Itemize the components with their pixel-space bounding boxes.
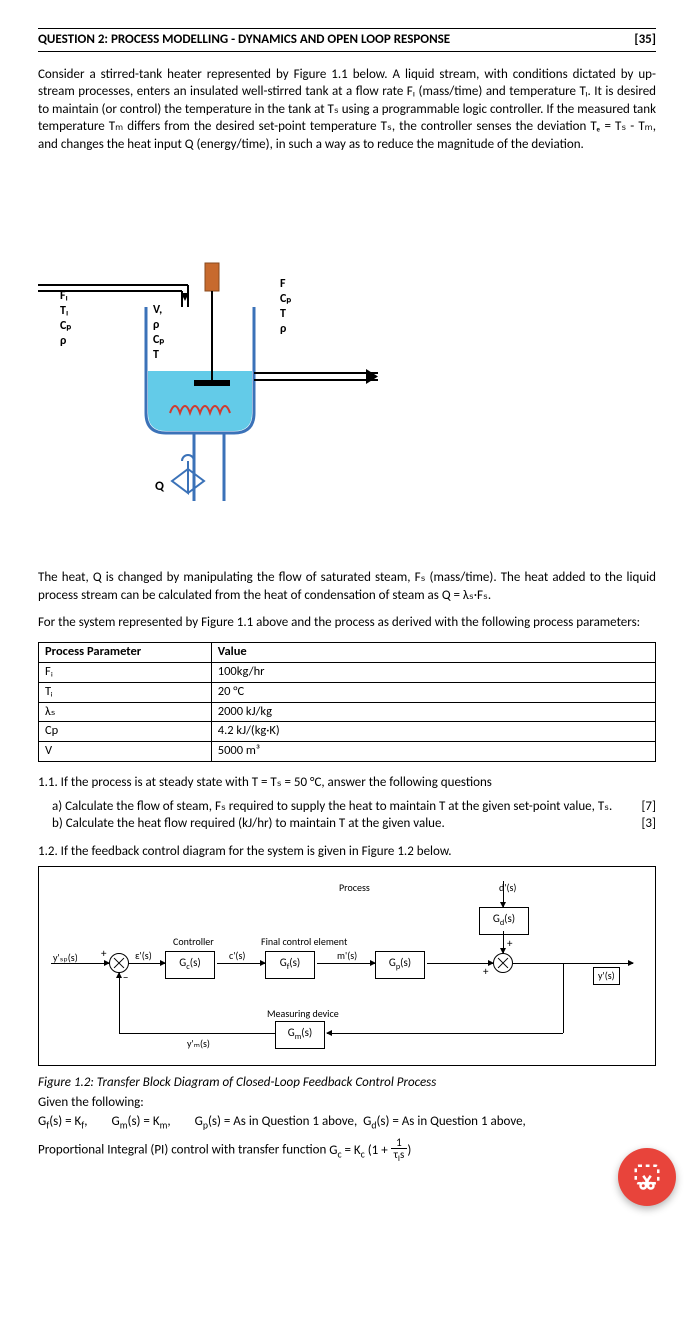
question-marks: [35] bbox=[634, 31, 656, 49]
table-row: Tᵢ20 °C bbox=[39, 682, 656, 702]
bd-plus1: + bbox=[101, 947, 106, 962]
bd-ys: y'(s) bbox=[593, 967, 620, 985]
q11-intro: 1.1. If the process is at steady state w… bbox=[38, 774, 656, 792]
given-label: Given the following: bbox=[38, 1094, 656, 1112]
tf-gf: Gf(s) = Kf, bbox=[38, 1113, 88, 1133]
bd-line bbox=[427, 963, 493, 964]
bd-line bbox=[119, 973, 120, 1033]
heat-paragraph: The heat, Q is changed by manipulating t… bbox=[38, 569, 656, 604]
bd-gc-box: Gc(s) bbox=[165, 951, 215, 978]
question-title: QUESTION 2: PROCESS MODELLING - DYNAMICS… bbox=[38, 31, 450, 49]
param-table: Process Parameter Value Fᵢ100kg/hr Tᵢ20 … bbox=[38, 642, 656, 762]
bd-sum2 bbox=[493, 953, 513, 973]
bd-line bbox=[217, 963, 265, 964]
table-row: Cp4.2 kJ/(kg·K) bbox=[39, 722, 656, 742]
bd-line bbox=[129, 963, 165, 964]
bd-ysp: y'ₛₚ(s) bbox=[53, 951, 78, 965]
pi-prefix: Proportional Integral (PI) control with … bbox=[38, 1143, 329, 1158]
th-value: Value bbox=[211, 642, 655, 662]
table-row: V5000 m³ bbox=[39, 742, 656, 762]
block-diagram: Process d'(s) Controller Final control e… bbox=[38, 866, 656, 1066]
bd-cs: c'(s) bbox=[229, 949, 245, 963]
table-row: λₛ2000 kJ/kg bbox=[39, 702, 656, 722]
th-parameter: Process Parameter bbox=[39, 642, 212, 662]
bd-process-label: Process bbox=[339, 881, 370, 895]
bd-eps: ε'(s) bbox=[135, 949, 152, 963]
bd-line bbox=[317, 963, 375, 964]
bd-ds-label: d'(s) bbox=[499, 881, 516, 895]
bd-final-elem-label: Final control element bbox=[261, 935, 347, 949]
bd-line bbox=[513, 963, 633, 964]
bd-sum1 bbox=[109, 953, 129, 973]
bd-ym: y'ₘ(s) bbox=[187, 1037, 210, 1051]
snip-fab-button[interactable] bbox=[618, 1148, 676, 1206]
bd-gm-box: Gm(s) bbox=[275, 1021, 325, 1048]
question-header: QUESTION 2: PROCESS MODELLING - DYNAMICS… bbox=[38, 28, 656, 52]
bd-line bbox=[563, 963, 564, 1033]
process-paragraph: For the system represented by Figure 1.1… bbox=[38, 614, 656, 632]
tf-gp: Gp(s) = As in Question 1 above, Gd(s) = … bbox=[195, 1113, 526, 1133]
scissors-icon bbox=[632, 1162, 662, 1192]
q11a-marks: [7] bbox=[626, 798, 656, 816]
q12-intro: 1.2. If the feedback control diagram for… bbox=[38, 843, 656, 861]
pi-line: Proportional Integral (PI) control with … bbox=[38, 1137, 656, 1164]
tank-svg bbox=[38, 253, 398, 513]
table-row: Fᵢ100kg/hr bbox=[39, 662, 656, 682]
q11b-text: b) Calculate the heat flow required (kJ/… bbox=[52, 815, 626, 833]
intro-paragraph: Consider a stirred-tank heater represent… bbox=[38, 66, 656, 154]
bd-minus1: − bbox=[123, 971, 128, 986]
bd-plus2: + bbox=[507, 937, 512, 952]
bd-plus3: + bbox=[483, 965, 488, 980]
bd-line bbox=[503, 881, 504, 907]
figure-caption: Figure 1.2: Transfer Block Diagram of Cl… bbox=[38, 1074, 656, 1092]
bd-controller-label: Controller bbox=[173, 935, 214, 949]
bd-line bbox=[119, 1033, 275, 1034]
q11b-marks: [3] bbox=[626, 815, 656, 833]
bd-gp-box: Gp(s) bbox=[375, 951, 425, 978]
pi-formula: Gc = Kc (1 + 1τIs) bbox=[329, 1143, 411, 1158]
bd-ms: m'(s) bbox=[337, 949, 357, 963]
bd-measuring-label: Measuring device bbox=[267, 1007, 339, 1021]
tf-gm: Gm(s) = Km, bbox=[112, 1113, 171, 1133]
bd-gf-box: Gf(s) bbox=[265, 951, 315, 978]
bd-gd-box: Gd(s) bbox=[479, 907, 529, 934]
q11a-text: a) Calculate the flow of steam, Fₛ requi… bbox=[52, 798, 626, 816]
bd-line bbox=[503, 931, 504, 953]
bd-line bbox=[327, 1033, 563, 1034]
tank-diagram: Fᵢ Tᵢ Cₚ ρ V, ρ Cₚ T F Cₚ T ρ Q bbox=[38, 283, 656, 553]
transfer-functions: Gf(s) = Kf, Gm(s) = Km, Gp(s) = As in Qu… bbox=[38, 1113, 656, 1133]
table-header-row: Process Parameter Value bbox=[39, 642, 656, 662]
